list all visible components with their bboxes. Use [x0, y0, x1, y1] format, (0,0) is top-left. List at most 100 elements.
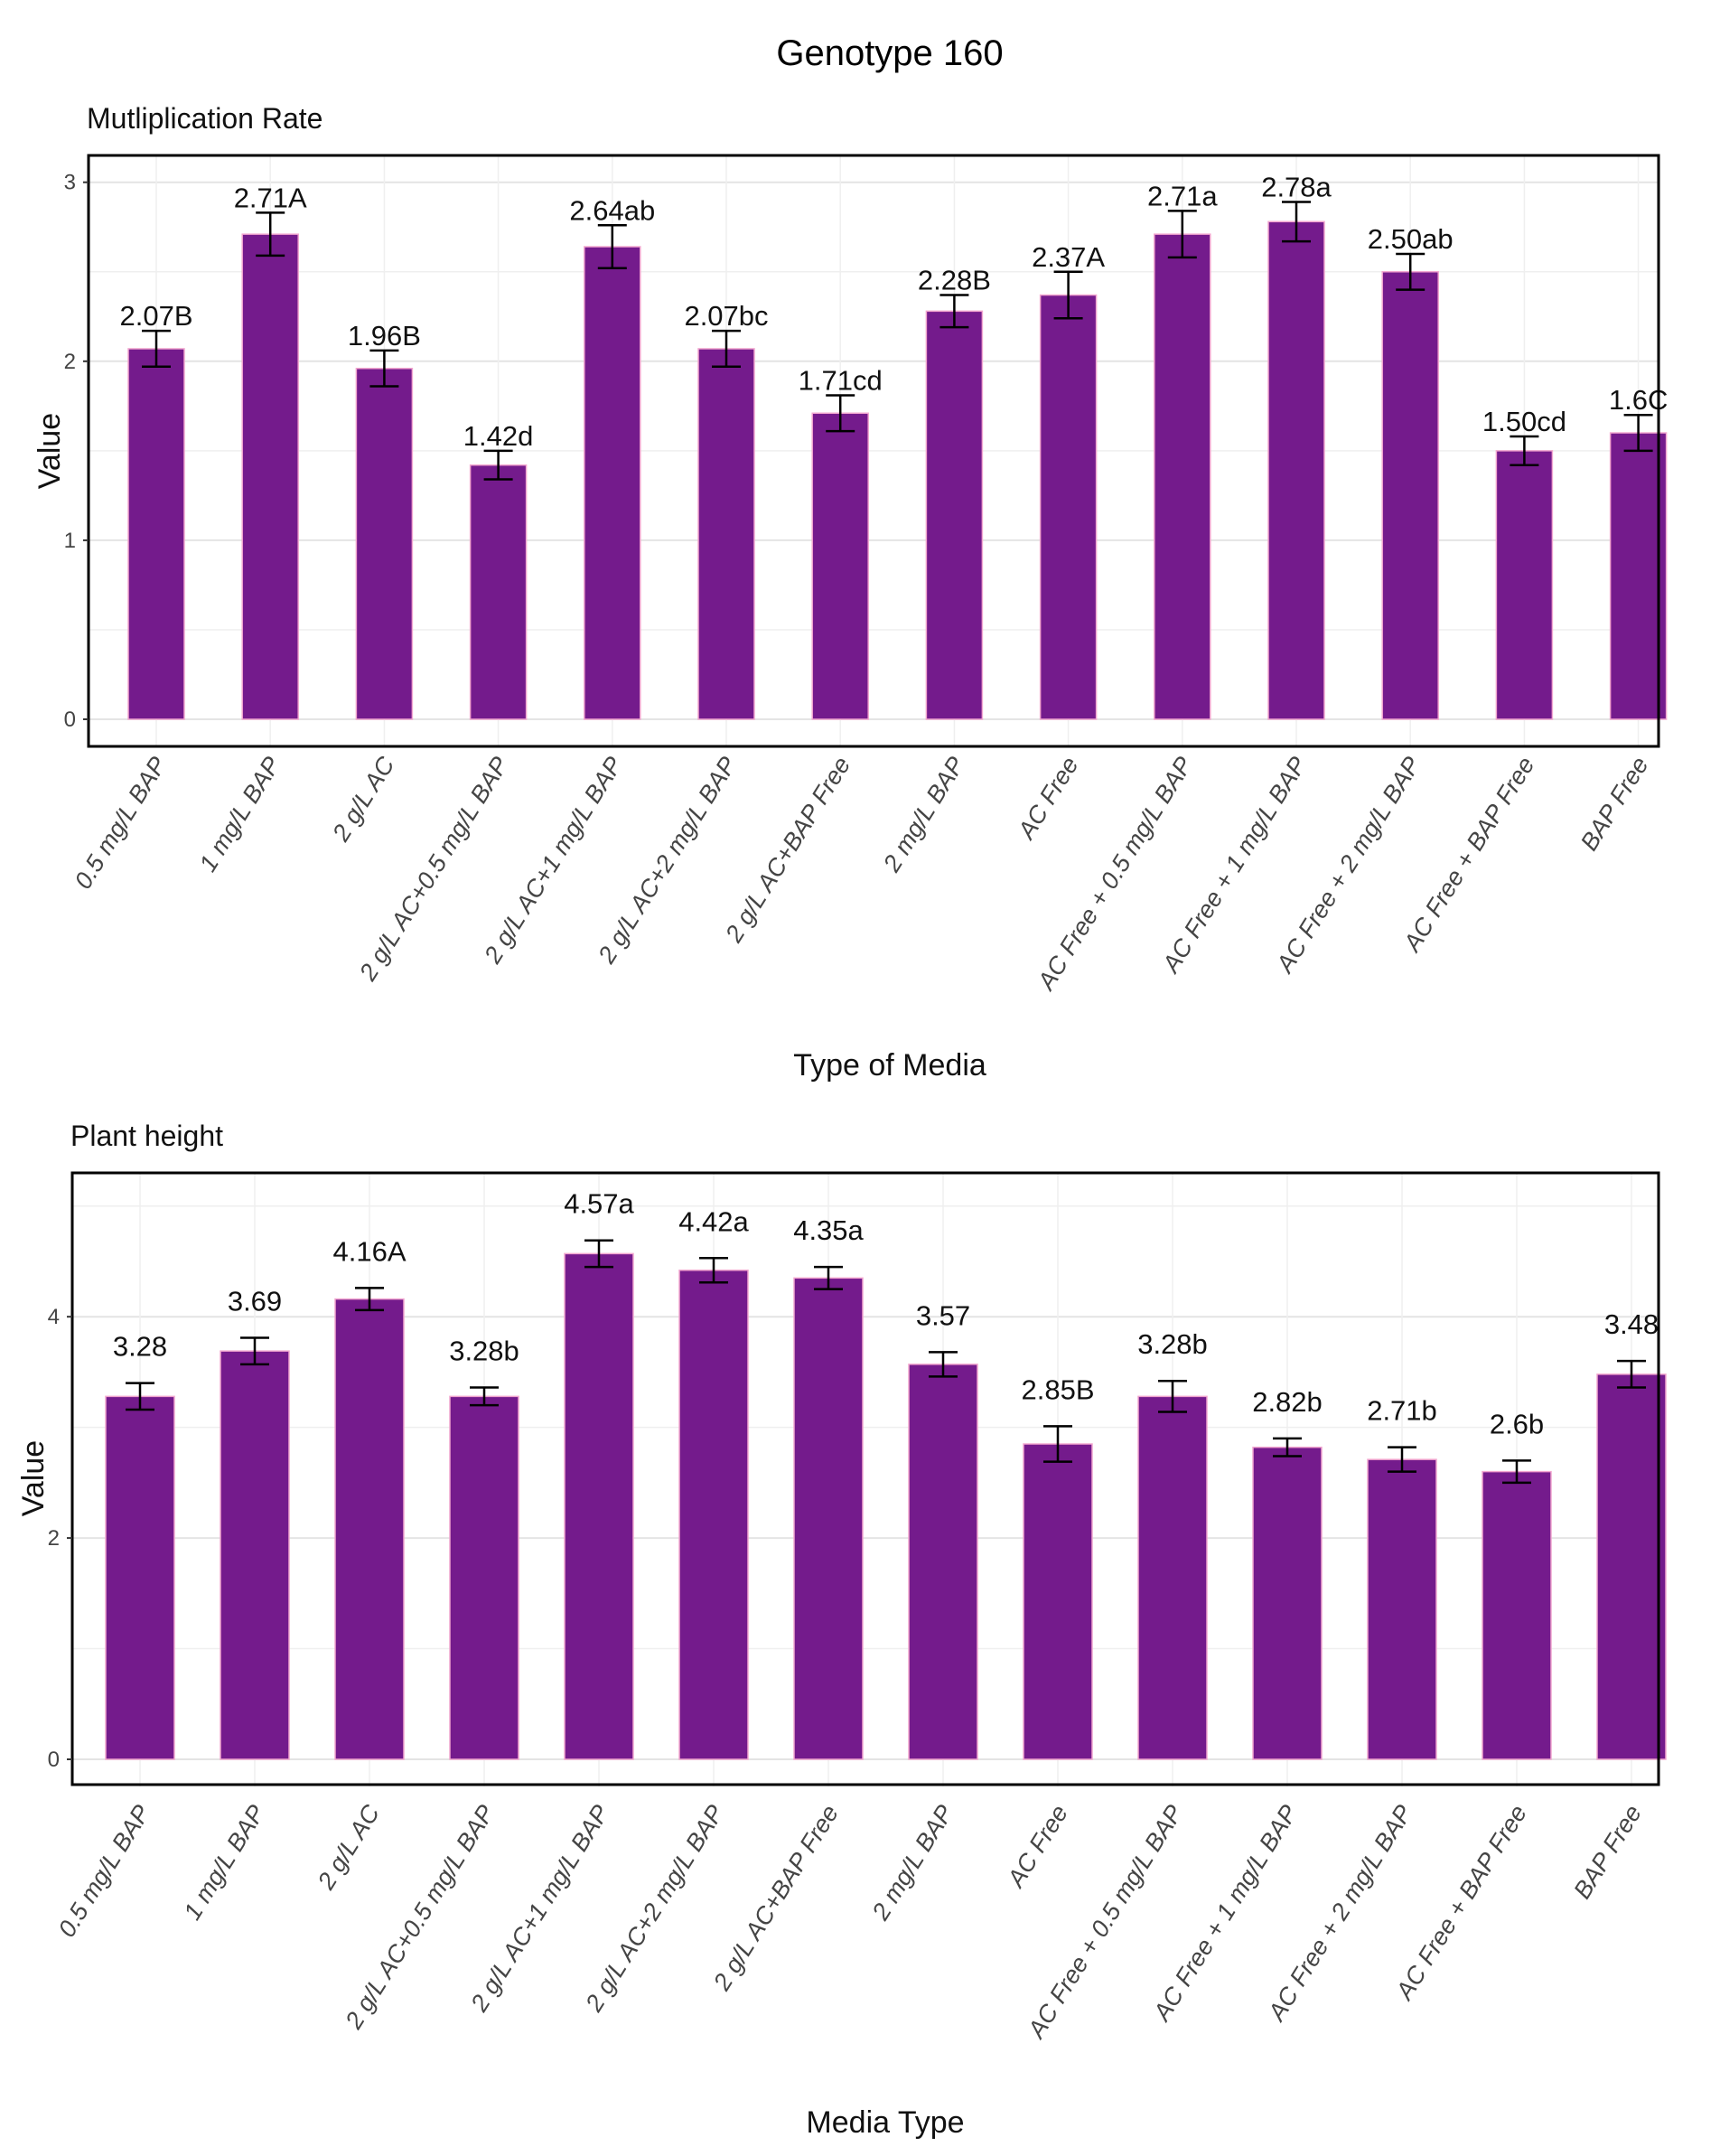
data-label: 1.96B: [348, 320, 421, 352]
data-label: 2.07B: [119, 300, 192, 332]
error-bar: [1396, 252, 1426, 291]
error-bar: [712, 329, 741, 369]
error-bar: [355, 1287, 384, 1312]
x-ticks: 0.5 mg/L BAP 1 mg/L BAP 2 g/L AC2 g/L AC+0…: [70, 752, 1654, 996]
error-bar: [584, 1239, 613, 1269]
bar: [1023, 1443, 1093, 1760]
bar: [1482, 1470, 1552, 1760]
data-label: 2.07bc: [684, 300, 768, 332]
chart-panel-plant-height: Plant height 3.28 3.69 4.16A 3.28b 4.57a 4.42…: [16, 1120, 1667, 2140]
data-label: 2.71A: [234, 182, 307, 213]
bars: [105, 1252, 1667, 1760]
error-bar: [1053, 270, 1083, 320]
data-label: 2.78a: [1261, 172, 1332, 203]
x-ticks: 0.5 mg/L BAP 1 mg/L BAP 2 g/L AC2 g/L AC+0…: [53, 1800, 1647, 2044]
data-label: 2.37A: [1032, 241, 1105, 273]
x-tick-label: AC Free + BAP Free: [1398, 752, 1540, 957]
data-label: 2.50ab: [1368, 223, 1454, 255]
data-labels: 3.28 3.69 4.16A 3.28b 4.57a 4.42a 4.35a 3.57 2.8…: [113, 1188, 1659, 1440]
plot-border: [70, 1171, 1660, 1786]
bar: [811, 412, 869, 720]
data-label: 1.42d: [463, 420, 534, 452]
error-bar: [699, 1257, 728, 1284]
y-tick-label: 3: [64, 171, 76, 195]
data-label: 1.50cd: [1482, 406, 1566, 437]
data-label: 4.35a: [793, 1214, 864, 1246]
error-bar: [1273, 1437, 1302, 1458]
data-label: 2.28B: [918, 265, 991, 296]
data-label: 4.16A: [332, 1235, 406, 1267]
data-label: 3.48: [1604, 1308, 1659, 1340]
data-label: 3.69: [228, 1285, 282, 1317]
bar: [1367, 1458, 1437, 1760]
data-label: 3.28b: [449, 1336, 519, 1367]
y-tick-label: 0: [48, 1748, 60, 1772]
y-tick-label: 1: [64, 529, 76, 553]
bar: [355, 367, 414, 720]
error-bar: [1388, 1446, 1416, 1473]
bar: [1381, 271, 1439, 720]
figure-title: Genotype 160: [776, 33, 1003, 73]
y-tick-label: 2: [64, 350, 76, 374]
bar: [469, 464, 528, 720]
error-bars: [126, 1239, 1646, 1485]
x-tick-label: 0.5 mg/L BAP: [53, 1800, 155, 1942]
bar: [908, 1364, 978, 1760]
data-labels: 2.07B 2.71A 1.96B 1.42d 2.64ab 2.07bc 1.71cd 2.…: [119, 172, 1668, 452]
data-label: 3.28b: [1137, 1328, 1208, 1360]
bar: [678, 1270, 749, 1760]
error-bar: [1502, 1459, 1531, 1485]
y-axis-title-plant-height: Value: [16, 1440, 51, 1516]
y-ticks: 0 1 2 3: [64, 171, 89, 732]
data-label: 2.71a: [1147, 180, 1218, 211]
error-bar: [1167, 210, 1197, 259]
bar: [449, 1395, 519, 1760]
error-bar: [929, 1351, 958, 1378]
x-tick-label: BAP Free: [1575, 752, 1654, 855]
error-bar: [369, 349, 399, 388]
data-label: 2.82b: [1252, 1386, 1323, 1418]
error-bar: [1043, 1425, 1072, 1463]
x-tick-label: AC Free + BAP Free: [1390, 1800, 1533, 2005]
error-bar: [814, 1265, 843, 1290]
data-label: 2.64ab: [569, 194, 655, 226]
bar: [1609, 432, 1668, 720]
error-bar: [470, 1386, 499, 1407]
bar: [697, 348, 755, 720]
x-tick-label: 2 g/L AC+BAP Free: [720, 752, 856, 947]
x-axis-title-multiplication: Type of Media: [793, 1048, 986, 1083]
bar: [220, 1350, 290, 1760]
bar: [1495, 450, 1554, 720]
bar: [1137, 1395, 1208, 1760]
error-bar: [1623, 413, 1653, 453]
x-tick-label: 1 mg/L BAP: [194, 752, 286, 876]
y-tick-label: 0: [64, 708, 76, 732]
bar: [105, 1395, 175, 1760]
error-bar: [939, 294, 969, 329]
error-bar: [1282, 201, 1311, 243]
bar: [564, 1252, 634, 1760]
bar: [1039, 294, 1098, 720]
bar: [1267, 220, 1325, 720]
x-tick-label: 2 g/L AC+BAP Free: [707, 1800, 844, 1995]
x-tick-label: AC Free: [1012, 752, 1084, 845]
x-tick-label: 2 g/L AC: [312, 1800, 385, 1895]
plot-border: [87, 154, 1660, 748]
y-tick-label: 4: [48, 1305, 60, 1329]
data-label: 3.28: [113, 1331, 167, 1363]
x-tick-label: 0.5 mg/L BAP: [70, 752, 172, 894]
bar: [334, 1298, 405, 1760]
x-tick-label: 2 g/L AC: [327, 752, 400, 847]
x-tick-label: 1 mg/L BAP: [179, 1800, 271, 1925]
error-bar: [240, 1336, 269, 1366]
bar: [793, 1277, 864, 1760]
x-tick-label: AC Free: [1001, 1800, 1073, 1893]
bar: [241, 233, 299, 720]
bar: [584, 246, 641, 720]
bar: [1252, 1446, 1323, 1760]
panel-title-plant-height: Plant height: [70, 1120, 223, 1152]
x-axis-title-plant-height: Media Type: [806, 2105, 964, 2140]
bar: [925, 310, 984, 720]
error-bar: [1510, 435, 1539, 466]
